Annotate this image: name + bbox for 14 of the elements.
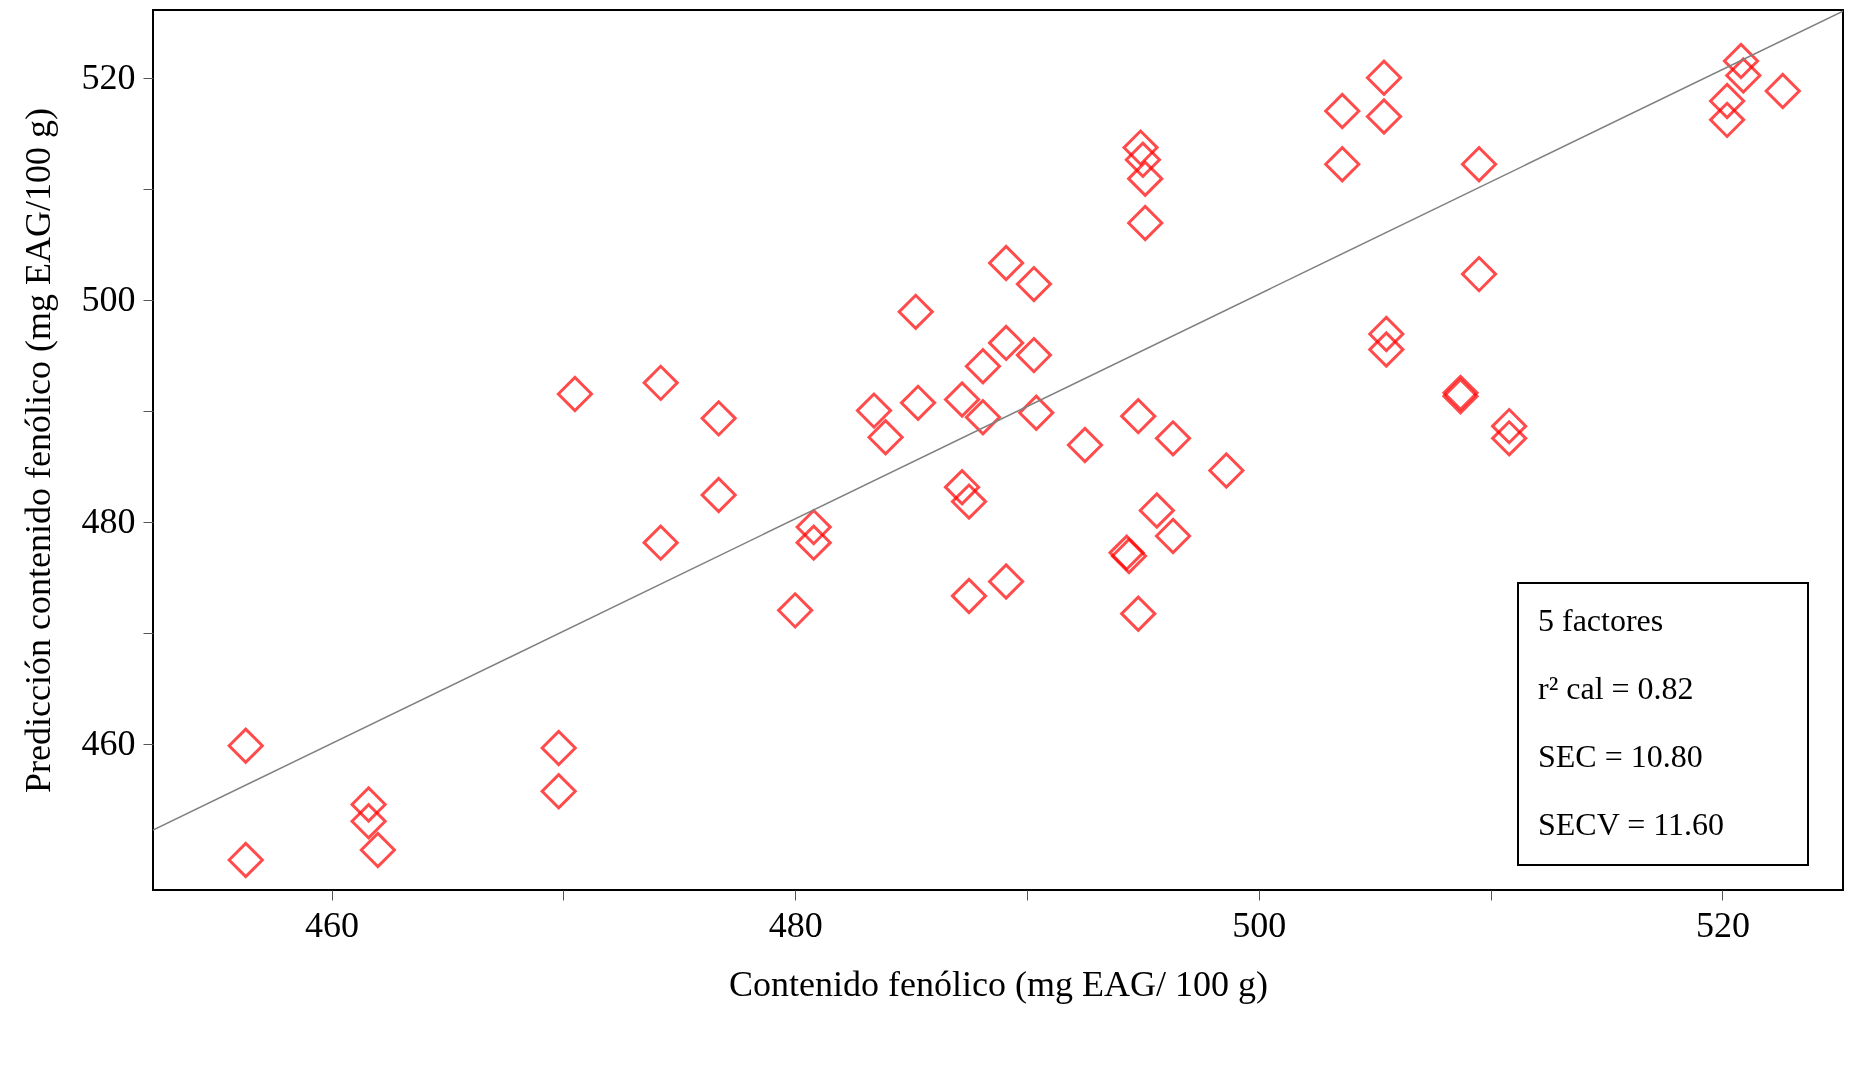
x-tick-label: 480 [768, 904, 823, 945]
y-tick-label: 480 [81, 501, 136, 542]
x-tick-label: 520 [1695, 904, 1750, 945]
annotation: r² cal = 0.82 [1538, 670, 1694, 706]
y-axis-title: Predicción contenido fenólico (mg EAG/100 g) [17, 108, 58, 793]
annotation: SECV = 11.60 [1538, 806, 1725, 842]
annotation: SEC = 10.80 [1538, 738, 1703, 774]
annotation: 5 factores [1538, 602, 1664, 638]
y-tick-label: 460 [81, 723, 136, 764]
x-axis-title: Contenido fenólico (mg EAG/ 100 g) [729, 963, 1268, 1004]
x-tick-label: 460 [305, 904, 359, 945]
x-tick-label: 500 [1232, 904, 1287, 945]
y-tick-label: 520 [81, 57, 136, 98]
y-tick-label: 500 [81, 279, 136, 320]
